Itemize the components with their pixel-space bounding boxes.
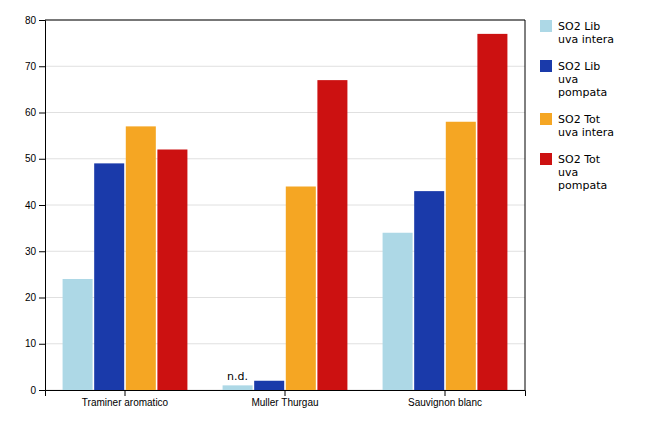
tick-mark: [39, 390, 45, 391]
legend-label: SO2 Totuva intera: [558, 113, 614, 139]
bar: [63, 279, 93, 390]
tick-label: 60: [25, 107, 37, 118]
legend: SO2 Libuva intera SO2 Libuvapompata SO2 To…: [540, 20, 614, 192]
bars: [63, 34, 508, 390]
bar: [94, 163, 124, 390]
tick-label: 40: [25, 200, 37, 211]
tick: 20: [25, 292, 45, 303]
legend-label: SO2 Libuvapompata: [558, 60, 607, 99]
legend-item: SO2 Totuva intera: [540, 113, 614, 139]
tick: 0: [30, 385, 45, 396]
tick-mark: [445, 390, 446, 396]
tick: 40: [25, 200, 45, 211]
tick-mark: [285, 390, 286, 396]
tick-label: 70: [25, 61, 37, 72]
bar: [157, 150, 187, 391]
tick: 30: [25, 246, 45, 257]
bar: [383, 233, 413, 390]
tick-label: 10: [25, 338, 37, 349]
legend-swatch: [540, 20, 552, 32]
tick: 70: [25, 61, 45, 72]
bar-series: [157, 34, 507, 390]
tick-label: 0: [30, 385, 36, 396]
tick: 50: [25, 153, 45, 164]
tick-mark: [39, 298, 45, 299]
legend-item: SO2 Libuvapompata: [540, 60, 607, 99]
tick-mark: [125, 390, 126, 396]
legend-swatch: [540, 113, 552, 125]
frame-line: [525, 20, 526, 390]
y-axis: 0 10 20 30 40 50 60 70 80: [25, 15, 46, 396]
bar: [254, 381, 284, 390]
axis-line: [39, 21, 46, 391]
tick: Muller Thurgau: [251, 390, 318, 408]
tick-mark: [39, 113, 45, 114]
x-axis: Traminer aromatico Muller Thurgau Sauvigno…: [46, 390, 526, 408]
legend-item: SO2 Totuvapompata: [540, 153, 607, 192]
tick-label: 20: [25, 292, 37, 303]
legend-item: SO2 Libuva intera: [540, 20, 614, 46]
tick-label: 50: [25, 153, 37, 164]
chart: 0 10 20 30 40 50 60 70 80 Traminer aromatico Mulle…: [0, 0, 655, 425]
tick-mark: [39, 66, 45, 67]
bar-series: [126, 122, 476, 390]
bar: [477, 34, 507, 390]
grid: [45, 20, 525, 390]
tick-mark: [39, 159, 45, 160]
chart-container: 0 10 20 30 40 50 60 70 80 Traminer aromatico Mulle…: [0, 0, 655, 425]
axis-line: [46, 391, 526, 397]
annotation: n.d.: [227, 370, 248, 383]
grid-line: [45, 66, 525, 67]
grid-line: [45, 112, 525, 113]
tick-mark: [39, 20, 45, 21]
bar: [223, 385, 253, 390]
tick-label: 30: [25, 246, 37, 257]
bar: [446, 122, 476, 390]
tick: Traminer aromatico: [82, 390, 169, 408]
annotations: n.d.: [227, 370, 248, 383]
bar: [286, 187, 316, 391]
bar: [126, 126, 156, 390]
legend-swatch: [540, 153, 552, 165]
plot: 0 10 20 30 40 50 60 70 80 Traminer aromatico Mulle…: [25, 15, 526, 408]
tick: Sauvignon blanc: [408, 390, 482, 408]
grid-line: [45, 20, 525, 21]
tick: 60: [25, 107, 45, 118]
frame-line: [45, 20, 525, 21]
tick-label: Muller Thurgau: [251, 397, 318, 408]
tick: 10: [25, 338, 45, 349]
tick-mark: [39, 205, 45, 206]
bar: [414, 191, 444, 390]
bar: [317, 80, 347, 390]
tick-label: 80: [25, 15, 37, 26]
tick-mark: [39, 344, 45, 345]
legend-swatch: [540, 60, 552, 72]
tick-label: Traminer aromatico: [82, 397, 169, 408]
legend-label: SO2 Libuva intera: [558, 20, 614, 46]
tick-mark: [39, 251, 45, 252]
tick-label: Sauvignon blanc: [408, 397, 482, 408]
tick: 80: [25, 15, 45, 26]
legend-label: SO2 Totuvapompata: [558, 153, 607, 192]
